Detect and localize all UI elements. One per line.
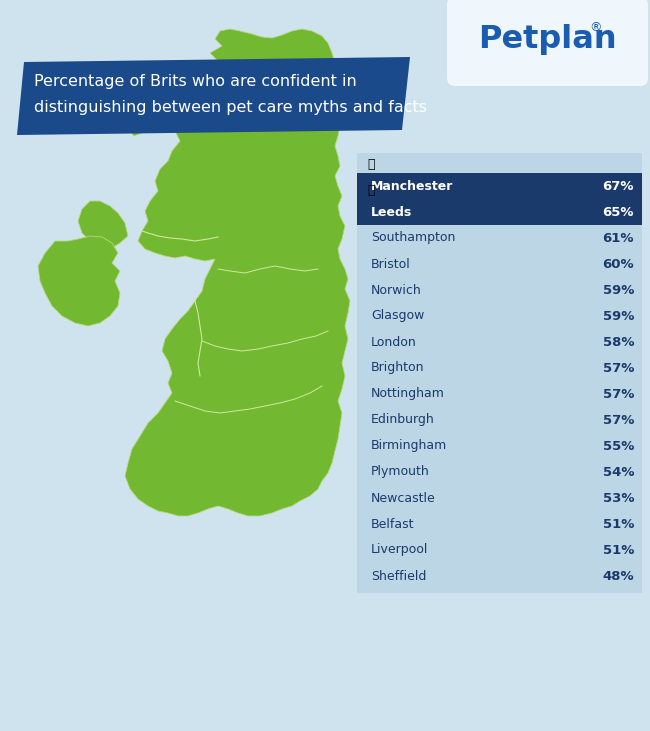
Bar <box>357 153 642 593</box>
Text: 55%: 55% <box>603 439 634 452</box>
Text: 59%: 59% <box>603 309 634 322</box>
Text: 67%: 67% <box>603 180 634 192</box>
Text: Liverpool: Liverpool <box>371 544 428 556</box>
Text: Brighton: Brighton <box>371 362 424 374</box>
Text: 👑: 👑 <box>367 158 374 171</box>
Polygon shape <box>102 96 112 108</box>
Text: Birmingham: Birmingham <box>371 439 447 452</box>
Text: 60%: 60% <box>603 257 634 270</box>
Text: Belfast: Belfast <box>371 518 415 531</box>
Text: Plymouth: Plymouth <box>371 466 430 479</box>
Text: Southampton: Southampton <box>371 232 456 244</box>
Text: 👑: 👑 <box>367 184 374 197</box>
Polygon shape <box>128 113 148 136</box>
Text: London: London <box>371 336 417 349</box>
Text: 57%: 57% <box>603 387 634 401</box>
Polygon shape <box>78 201 128 248</box>
Text: Nottingham: Nottingham <box>371 387 445 401</box>
FancyBboxPatch shape <box>447 0 648 86</box>
Text: 61%: 61% <box>603 232 634 244</box>
Text: Leeds: Leeds <box>371 205 412 219</box>
Polygon shape <box>17 57 410 135</box>
Text: 57%: 57% <box>603 414 634 426</box>
Text: 51%: 51% <box>603 518 634 531</box>
Text: ®: ® <box>590 21 602 34</box>
Bar <box>357 173 642 199</box>
Text: Newcastle: Newcastle <box>371 491 436 504</box>
Polygon shape <box>125 29 350 516</box>
Polygon shape <box>38 236 120 326</box>
Text: Sheffield: Sheffield <box>371 569 426 583</box>
Text: Manchester: Manchester <box>371 180 454 192</box>
Text: 65%: 65% <box>603 205 634 219</box>
Text: Norwich: Norwich <box>371 284 422 297</box>
Text: 59%: 59% <box>603 284 634 297</box>
Text: 58%: 58% <box>603 336 634 349</box>
Text: Petplan: Petplan <box>478 24 617 55</box>
Text: Glasgow: Glasgow <box>371 309 424 322</box>
Text: distinguishing between pet care myths and facts: distinguishing between pet care myths an… <box>34 100 427 115</box>
Text: Percentage of Brits who are confident in: Percentage of Brits who are confident in <box>34 74 357 89</box>
Polygon shape <box>152 81 162 93</box>
Text: 53%: 53% <box>603 491 634 504</box>
Text: 51%: 51% <box>603 544 634 556</box>
Bar <box>357 199 642 225</box>
Text: 54%: 54% <box>603 466 634 479</box>
Text: Bristol: Bristol <box>371 257 411 270</box>
Polygon shape <box>118 91 130 103</box>
Text: 48%: 48% <box>603 569 634 583</box>
Text: 57%: 57% <box>603 362 634 374</box>
Text: Edinburgh: Edinburgh <box>371 414 435 426</box>
